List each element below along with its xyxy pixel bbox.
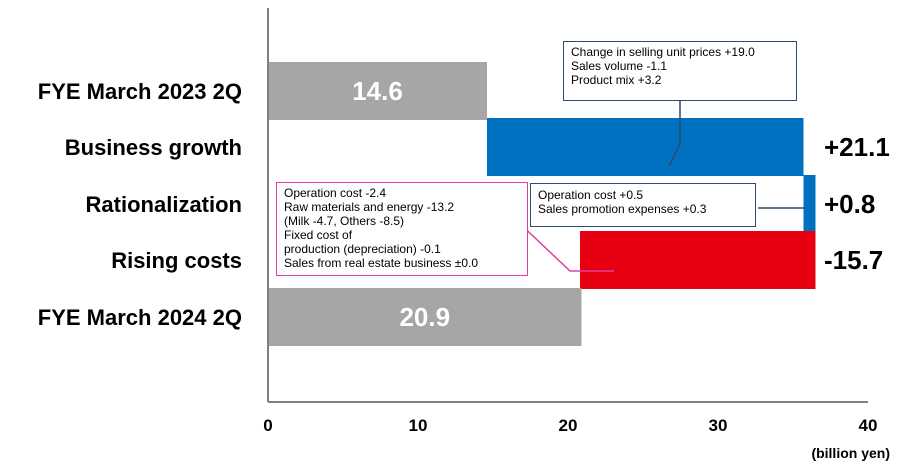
x-tick-labels: 0 10 20 30 40 (263, 416, 877, 435)
rationalization-note-box: Operation cost +0.5 Sales promotion expe… (530, 183, 756, 227)
value-label: +0.8 (824, 189, 875, 219)
growth-note-connector (668, 94, 681, 167)
category-label: Business growth (65, 135, 242, 160)
rationalization-note-line: Sales promotion expenses +0.3 (538, 202, 707, 216)
value-label: 20.9 (399, 302, 450, 332)
bar-1 (487, 118, 804, 176)
costs-note-line: Raw materials and energy -13.2 (284, 200, 455, 214)
x-tick-label: 10 (409, 416, 428, 435)
costs-note-line: Fixed cost of (284, 228, 353, 242)
growth-note-line: Sales volume -1.1 (571, 59, 668, 73)
bar-3 (580, 231, 816, 289)
bar-4 (268, 288, 582, 346)
value-label: -15.7 (824, 245, 883, 275)
costs-note-line: production (depreciation) -0.1 (284, 242, 441, 256)
connector-lines (513, 94, 806, 272)
x-tick-label: 30 (709, 416, 728, 435)
costs-note-line: Sales from real estate business ±0.0 (284, 256, 479, 270)
value-labels: 14.6 +21.1 +0.8 -15.7 20.9 (352, 76, 890, 332)
bar-2 (803, 175, 816, 233)
costs-note-connector (513, 217, 614, 272)
category-label: FYE March 2023 2Q (38, 79, 242, 104)
category-label: Rising costs (111, 248, 242, 273)
costs-note-line: (Milk -4.7, Others -8.5) (284, 214, 405, 228)
category-label: Rationalization (86, 192, 242, 217)
bars-group (268, 62, 816, 346)
x-tick-label: 40 (859, 416, 878, 435)
category-labels: FYE March 2023 2Q Business growth Rational… (38, 79, 242, 330)
value-label: 14.6 (352, 76, 403, 106)
bar-0 (268, 62, 487, 120)
category-label: FYE March 2024 2Q (38, 305, 242, 330)
growth-note-box: Change in selling unit prices +19.0 Sale… (563, 41, 797, 101)
costs-note-box: Operation cost -2.4 Raw materials and en… (276, 182, 528, 276)
growth-note-line: Change in selling unit prices +19.0 (571, 45, 755, 59)
x-tick-label: 20 (559, 416, 578, 435)
growth-note-line: Product mix +3.2 (571, 73, 662, 87)
x-tick-label: 0 (263, 416, 272, 435)
costs-note-line: Operation cost -2.4 (284, 186, 387, 200)
value-label: +21.1 (824, 132, 890, 162)
rationalization-note-line: Operation cost +0.5 (538, 188, 644, 202)
unit-label: (billion yen) (811, 445, 890, 461)
